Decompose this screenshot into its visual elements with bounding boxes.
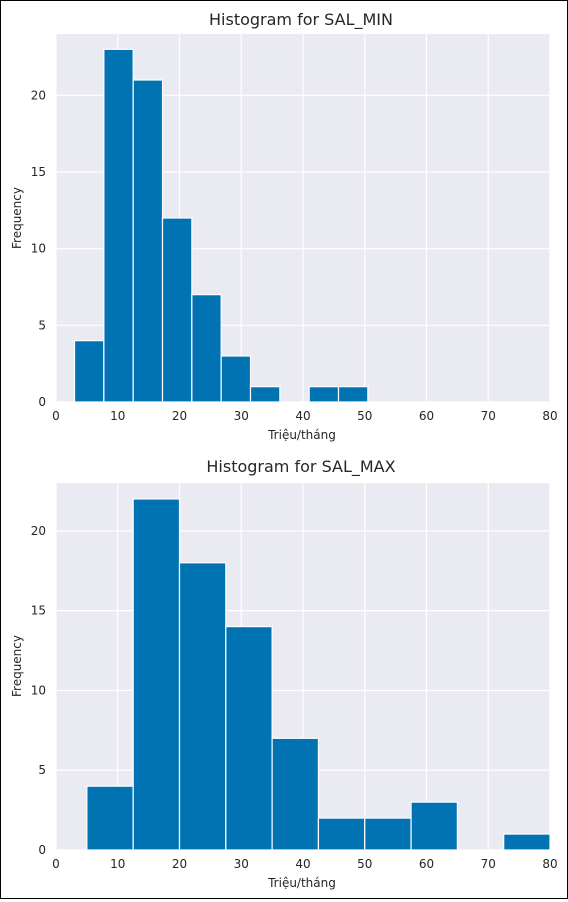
chart-sal-min: Histogram for SAL_MIN 0 10 20 30 40 50 60 70 80 …: [10, 10, 558, 442]
chart-title: Histogram for SAL_MAX: [206, 457, 395, 477]
y-tick-label: 10: [31, 683, 46, 697]
histogram-bar: [337, 386, 369, 403]
x-tick-label: 10: [110, 857, 125, 871]
x-tick-label: 70: [481, 409, 496, 423]
y-tick-labels: 0 5 10 15 20: [31, 88, 46, 409]
chart-sal-max: Histogram for SAL_MAX 0 10 20 30 40 50 60 70 80 …: [10, 457, 558, 890]
bars: [73, 48, 369, 403]
x-tick-label: 20: [172, 409, 187, 423]
histogram-bar: [503, 833, 551, 851]
histogram-bar: [103, 48, 134, 403]
histogram-bar: [410, 801, 458, 851]
histogram-bar: [364, 817, 412, 851]
x-tick-label: 0: [52, 409, 60, 423]
x-tick-label: 30: [234, 409, 249, 423]
x-tick-labels: 0 10 20 30 40 50 60 70 80: [52, 409, 557, 423]
histogram-bar: [191, 294, 222, 403]
histogram-bar: [132, 498, 181, 851]
y-tick-label: 15: [31, 165, 46, 179]
x-tick-label: 80: [542, 857, 557, 871]
y-axis-label: Frequency: [10, 635, 24, 697]
histogram-bar: [308, 386, 340, 403]
x-tick-label: 50: [357, 409, 372, 423]
y-tick-label: 10: [31, 242, 46, 256]
histogram-bar: [317, 817, 366, 851]
y-tick-label: 5: [38, 318, 46, 332]
y-tick-label: 0: [38, 395, 46, 409]
x-tick-label: 20: [172, 857, 187, 871]
x-tick-label: 0: [52, 857, 60, 871]
x-tick-label: 80: [542, 409, 557, 423]
y-tick-label: 15: [31, 604, 46, 618]
x-tick-label: 70: [481, 857, 496, 871]
histogram-bar: [178, 562, 227, 851]
histogram-bar: [225, 626, 273, 851]
x-tick-labels: 0 10 20 30 40 50 60 70 80: [52, 857, 557, 871]
histogram-bar: [271, 737, 320, 851]
x-axis-label: Triệu/tháng: [267, 428, 336, 442]
histogram-bar: [220, 355, 252, 403]
y-tick-label: 20: [31, 524, 46, 538]
histogram-bar: [73, 340, 105, 403]
x-tick-label: 50: [357, 857, 372, 871]
x-axis-label: Triệu/tháng: [267, 876, 336, 890]
y-tick-label: 0: [38, 843, 46, 857]
histogram-bar: [132, 79, 164, 403]
chart-title: Histogram for SAL_MIN: [209, 10, 393, 30]
y-tick-labels: 0 5 10 15 20: [31, 524, 46, 857]
y-axis-label: Frequency: [10, 187, 24, 249]
x-tick-label: 40: [295, 857, 310, 871]
x-tick-label: 30: [234, 857, 249, 871]
x-tick-label: 10: [110, 409, 125, 423]
x-tick-label: 40: [295, 409, 310, 423]
histogram-bar: [249, 386, 281, 403]
y-tick-label: 20: [31, 88, 46, 102]
x-tick-label: 60: [419, 857, 434, 871]
bars: [86, 498, 551, 851]
histogram-bar: [161, 217, 193, 403]
y-tick-label: 5: [38, 763, 46, 777]
histogram-bar: [86, 785, 134, 851]
x-tick-label: 60: [419, 409, 434, 423]
